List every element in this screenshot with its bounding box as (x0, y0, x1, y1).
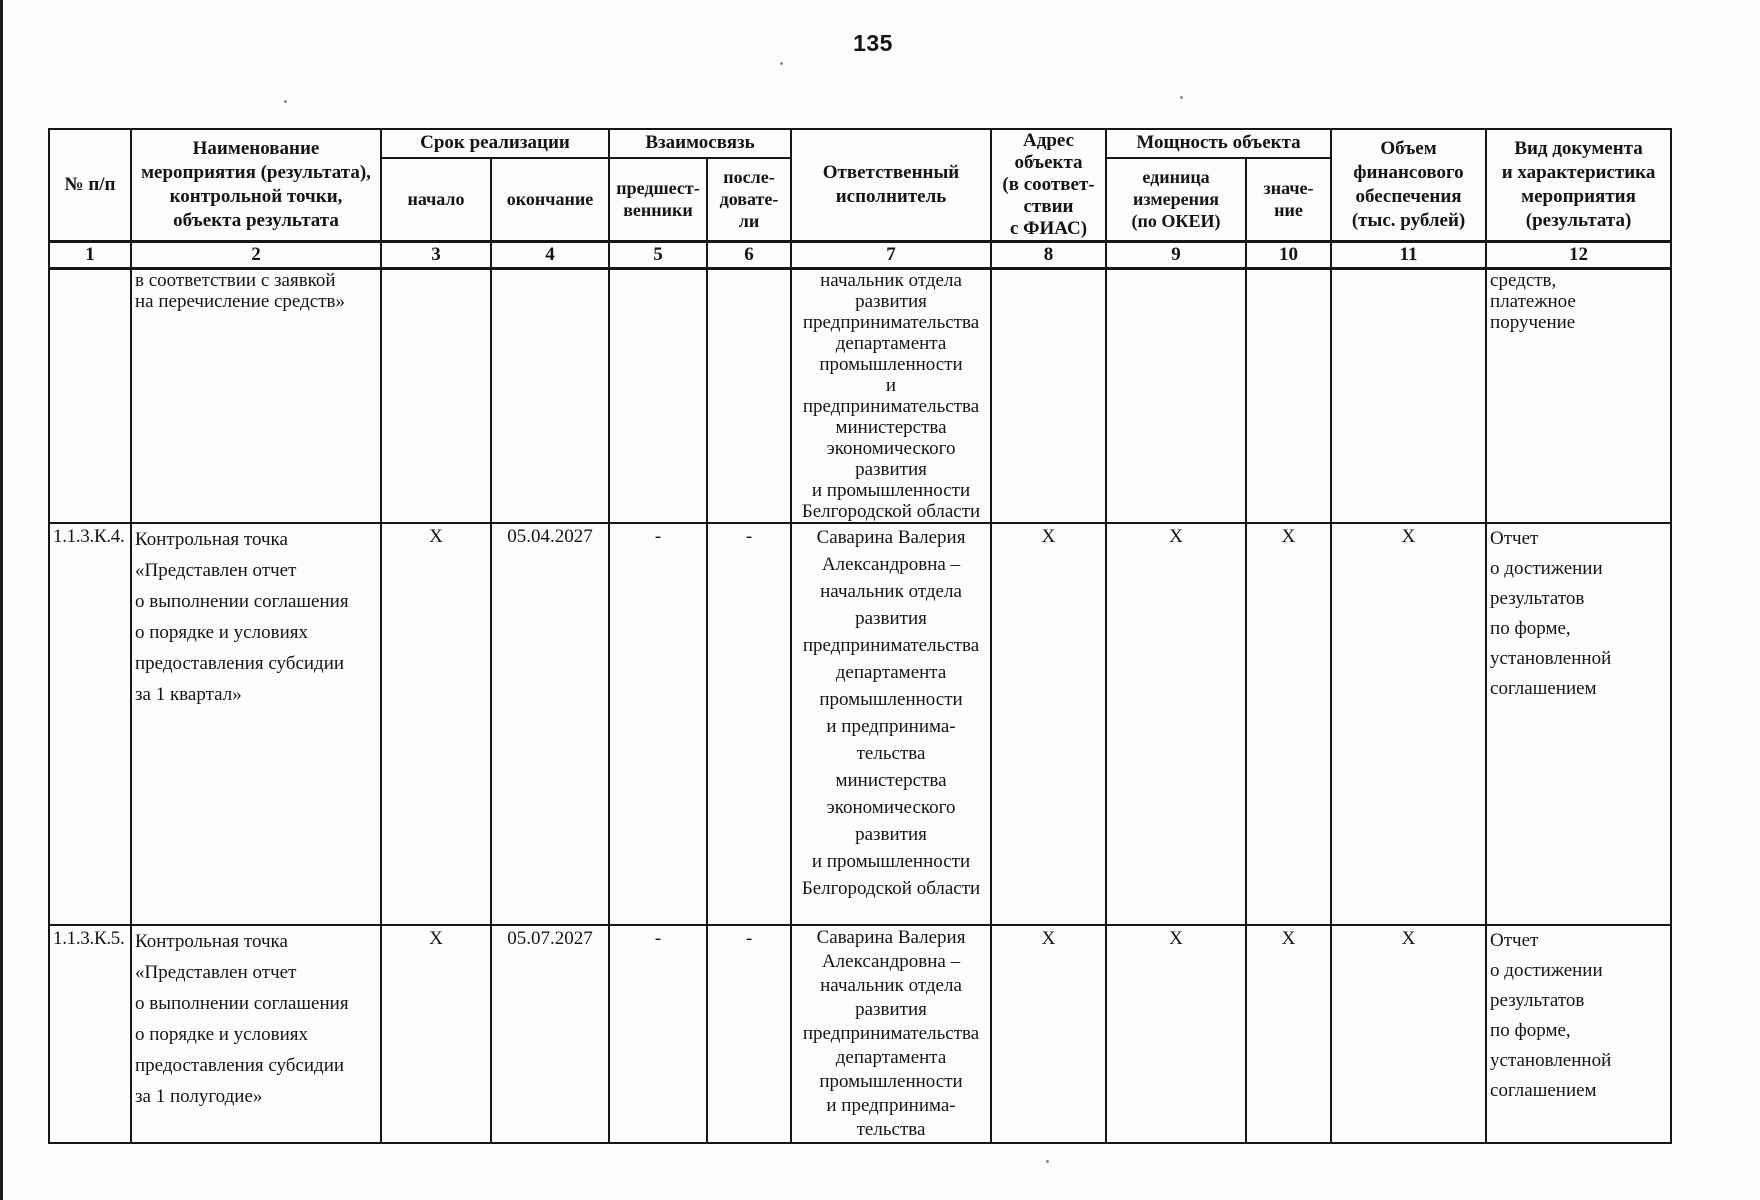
column-number: 3 (380, 240, 492, 270)
column-number: 9 (1105, 240, 1248, 270)
column-number: 11 (1330, 240, 1488, 270)
column-group-capacity: Мощность объекта (1105, 128, 1333, 159)
column-number: 10 (1245, 240, 1333, 270)
column-header-address: Адрес объекта (в соответ- ствии с ФИАС) (990, 128, 1108, 243)
scan-artifact-line (0, 0, 3, 1200)
cell-address: X (990, 522, 1108, 926)
column-header-start: начало (380, 156, 492, 243)
column-number-row: 1 2 3 4 5 6 7 8 9 10 11 12 (48, 240, 1673, 270)
cell-unit (1105, 267, 1248, 524)
column-number: 5 (608, 240, 708, 270)
cell-finance (1330, 267, 1488, 524)
cell-address: X (990, 924, 1108, 1144)
cell-finance: X (1330, 522, 1488, 926)
cell-responsible: Саварина Валерия Александровна – начальн… (790, 924, 993, 1144)
column-number: 8 (990, 240, 1108, 270)
cell-doc: средств, платежное поручение (1485, 267, 1673, 524)
cell-successors: - (705, 522, 793, 926)
column-number: 1 (48, 240, 132, 270)
column-header-num: № п/п (48, 128, 132, 243)
cell-address (990, 267, 1108, 524)
column-header-value: значе- ние (1245, 156, 1333, 243)
cell-value: X (1245, 924, 1333, 1144)
column-header-finance: Объем финансового обеспечения (тыс. рубл… (1330, 128, 1488, 243)
cell-responsible: начальник отдела развития предпринимател… (790, 267, 993, 524)
column-number: 6 (705, 240, 793, 270)
cell-end: 05.04.2027 (490, 522, 610, 926)
cell-start (380, 267, 492, 524)
cell-unit: X (1105, 522, 1248, 926)
measures-table: № п/п Наименование мероприятия (результа… (48, 128, 1673, 1144)
page-number: 135 (853, 30, 893, 56)
table-row: 1.1.3.К.5. Контрольная точка «Представле… (48, 924, 1673, 1144)
cell-predecessors: - (608, 924, 708, 1144)
column-number: 4 (490, 240, 610, 270)
column-number: 12 (1485, 240, 1673, 270)
cell-successors: - (705, 924, 793, 1144)
cell-name: Контрольная точка «Представлен отчет о в… (130, 522, 382, 926)
noise-dot (284, 100, 287, 103)
cell-value: X (1245, 522, 1333, 926)
cell-start: X (380, 924, 492, 1144)
cell-doc: Отчет о достижении результатов по форме,… (1485, 522, 1673, 926)
column-header-end: окончание (490, 156, 610, 243)
cell-predecessors (608, 267, 708, 524)
column-number: 7 (790, 240, 993, 270)
cell-row-number: 1.1.3.К.4. (48, 522, 132, 926)
cell-predecessors: - (608, 522, 708, 926)
table-row: 1.1.3.К.4. Контрольная точка «Представле… (48, 522, 1673, 926)
cell-start: X (380, 522, 492, 926)
column-number: 2 (130, 240, 382, 270)
cell-name: в соответствии с заявкой на перечисление… (130, 267, 382, 524)
table-row: в соответствии с заявкой на перечисление… (48, 267, 1673, 524)
cell-unit: X (1105, 924, 1248, 1144)
cell-row-number (48, 267, 132, 524)
cell-finance: X (1330, 924, 1488, 1144)
cell-value (1245, 267, 1333, 524)
cell-end: 05.07.2027 (490, 924, 610, 1144)
column-header-unit: единица измерения (по ОКЕИ) (1105, 156, 1248, 243)
cell-responsible: Саварина Валерия Александровна – начальн… (790, 522, 993, 926)
cell-doc: Отчет о достижении результатов по форме,… (1485, 924, 1673, 1144)
cell-name: Контрольная точка «Представлен отчет о в… (130, 924, 382, 1144)
column-header-responsible: Ответственный исполнитель (790, 128, 993, 243)
noise-dot (1180, 96, 1183, 99)
column-header-successors: после- довате- ли (705, 156, 793, 243)
cell-row-number: 1.1.3.К.5. (48, 924, 132, 1144)
cell-successors (705, 267, 793, 524)
column-group-relation: Взаимосвязь (607, 128, 793, 159)
column-header-doc: Вид документа и характеристика мероприят… (1485, 128, 1673, 243)
column-group-term: Срок реализации (380, 128, 610, 159)
column-header-predecessors: предшест- венники (608, 156, 708, 243)
noise-dot (1046, 1160, 1049, 1163)
noise-dot (780, 62, 783, 65)
column-header-name: Наименование мероприятия (результата), к… (130, 128, 382, 243)
cell-end (490, 267, 610, 524)
